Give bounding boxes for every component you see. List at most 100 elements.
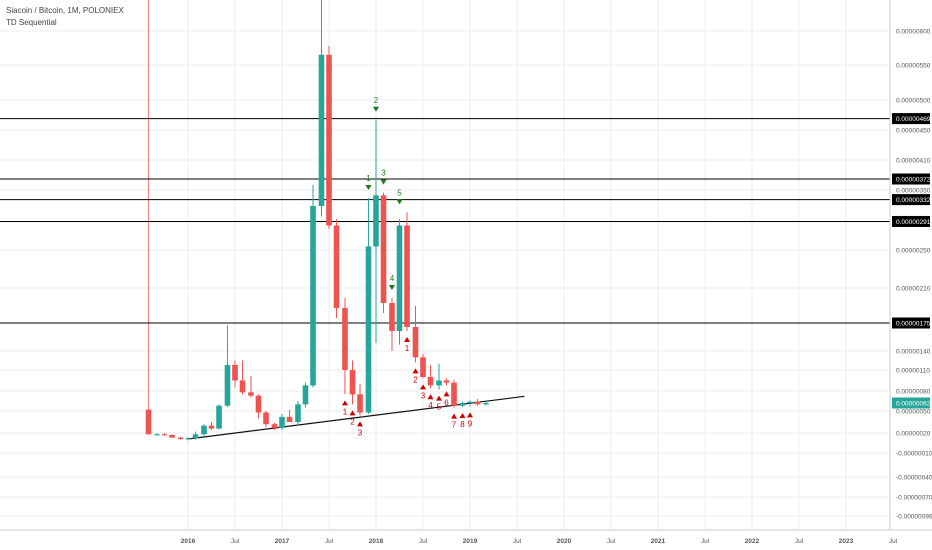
td-buy-arrow: [412, 368, 419, 374]
candle-body: [161, 434, 168, 436]
x-tick-label: Jul: [701, 538, 710, 545]
td-buy-arrow: [467, 412, 473, 418]
y-tick-label: 0.00000050: [896, 409, 931, 416]
candle-body: [474, 401, 481, 405]
x-tick-label: 2019: [463, 538, 478, 545]
horizontal-levels: [0, 118, 890, 324]
candle-body: [286, 416, 293, 422]
level-price-tag[interactable]: [892, 215, 930, 227]
x-tick-label: Jul: [231, 538, 240, 545]
td-count-label: 5: [437, 403, 442, 412]
td-buy-arrow: [404, 337, 411, 342]
td-count-label: 4: [390, 274, 395, 283]
y-tick-label: -0.00000040: [896, 475, 932, 482]
td-count-label: 4: [428, 401, 433, 410]
candle-body: [333, 225, 340, 308]
td-sell-arrow: [380, 179, 387, 185]
candle-body: [185, 438, 191, 440]
level-price-label: 0.00000291: [896, 219, 931, 226]
candle-body: [326, 54, 332, 226]
x-tick-label: 2018: [369, 538, 384, 545]
candle-body: [396, 225, 403, 331]
td-count-label: 8: [460, 420, 465, 429]
x-tick-label: 2022: [745, 538, 760, 545]
y-tick-label: 0.00000500: [896, 98, 931, 105]
candle-body: [373, 195, 379, 247]
level-price-tag[interactable]: [892, 317, 930, 329]
td-count-label: 3: [381, 169, 386, 178]
candle-body: [255, 395, 262, 413]
y-tick-label: 0.00000110: [896, 368, 930, 375]
support-trendline[interactable]: [187, 395, 525, 440]
symbol-title: Siacoin / Bitcoin, 1M, POLONIEX: [6, 6, 124, 15]
td-sell-arrow: [388, 285, 395, 290]
td-count-label: 2: [413, 375, 418, 384]
candle-body: [412, 327, 419, 358]
candles: [145, 0, 489, 441]
td-count-label: 7: [452, 421, 457, 430]
candle-body: [459, 403, 466, 406]
x-tick-label: 2021: [651, 538, 666, 545]
candle-body: [232, 364, 238, 381]
candle-body: [208, 425, 215, 429]
candle-body: [357, 394, 363, 413]
level-price-tag[interactable]: [892, 173, 930, 185]
level-price-tag[interactable]: [892, 194, 930, 206]
trendline[interactable]: [187, 395, 525, 440]
y-tick-label: 0.00000080: [896, 389, 931, 396]
last-price-label: 0.00000062: [896, 401, 931, 408]
y-tick-label: 0.00000550: [896, 63, 931, 70]
candle-body: [318, 54, 325, 206]
td-count-label: 1: [343, 407, 348, 416]
candle-body: [349, 370, 356, 395]
y-tick-label: 0.00000600: [896, 29, 931, 36]
candle-body: [224, 364, 231, 406]
level-price-label: 0.00000372: [896, 177, 931, 184]
candle-body: [154, 434, 160, 436]
candle-body: [145, 409, 152, 435]
td-buy-arrow: [451, 413, 458, 419]
y-tick-label: 0.00000250: [896, 248, 931, 255]
candle-body: [248, 392, 254, 396]
price-axis-bg: [890, 0, 932, 550]
td-count-label: 3: [421, 391, 426, 400]
y-tick-label: -0.00000070: [896, 495, 932, 502]
td-sell-arrow: [396, 199, 403, 205]
candle-body: [216, 405, 222, 429]
candle-body: [380, 195, 387, 303]
td-count-label: 1: [405, 344, 410, 353]
candle-body: [427, 377, 434, 386]
candle-body: [365, 246, 372, 413]
level-price-label: 0.00000332: [896, 197, 931, 204]
x-tick-label: Jul: [513, 538, 522, 545]
td-buy-arrow: [435, 395, 442, 401]
x-tick-label: 2016: [181, 538, 196, 545]
level-price-tag[interactable]: [892, 113, 930, 125]
x-tick-label: 2023: [839, 538, 854, 545]
candle-body: [467, 401, 473, 403]
td-count-label: 3: [358, 428, 363, 437]
td-count-label: 5: [397, 188, 402, 197]
candle-body: [404, 225, 410, 327]
td-count-label: 6: [444, 398, 449, 407]
y-tick-label: 0.00000140: [896, 349, 931, 356]
level-price-label: 0.00000175: [896, 321, 931, 328]
candle-body: [436, 380, 442, 386]
td-buy-arrow: [459, 413, 466, 418]
candle-body: [310, 206, 316, 386]
y-tick-label: 0.00000410: [896, 158, 931, 165]
candle-body: [342, 308, 348, 370]
td-buy-arrow: [427, 394, 434, 400]
x-tick-label: 2020: [557, 538, 572, 545]
candle-body: [389, 303, 395, 331]
x-tick-label: Jul: [889, 538, 898, 545]
candle-body: [279, 416, 285, 428]
x-tick-label: Jul: [795, 538, 804, 545]
td-count-label: 9: [468, 419, 473, 428]
x-tick-label: Jul: [607, 538, 616, 545]
candle-body: [192, 434, 199, 439]
td-buy-arrow: [341, 400, 348, 406]
